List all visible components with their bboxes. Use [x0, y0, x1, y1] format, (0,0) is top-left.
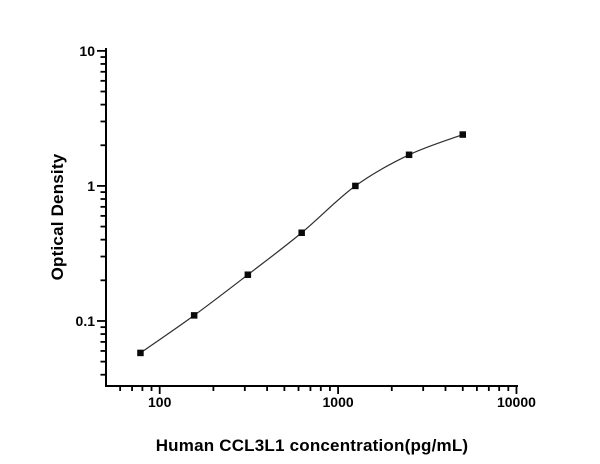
data-point-marker — [352, 182, 359, 190]
y-axis-tick-label: 0.1 — [76, 313, 96, 329]
data-point-marker — [459, 131, 467, 138]
data-point-marker — [137, 349, 144, 357]
y-axis-tick-label: 1 — [87, 178, 95, 194]
data-point-marker — [405, 151, 413, 159]
data-point-marker — [190, 312, 198, 319]
fit-curve — [140, 134, 463, 354]
y-axis-title: Optical Density — [48, 153, 67, 281]
x-axis-title: Human CCL3L1 concentration(pg/mL) — [155, 436, 469, 455]
x-axis-tick-label: 1000 — [323, 394, 354, 410]
x-axis-tick-label: 100 — [148, 394, 172, 410]
data-point-marker — [244, 271, 252, 278]
x-axis-tick-label: 10000 — [497, 394, 536, 410]
data-point-marker — [298, 229, 305, 237]
y-axis-tick-label: 10 — [79, 43, 95, 59]
